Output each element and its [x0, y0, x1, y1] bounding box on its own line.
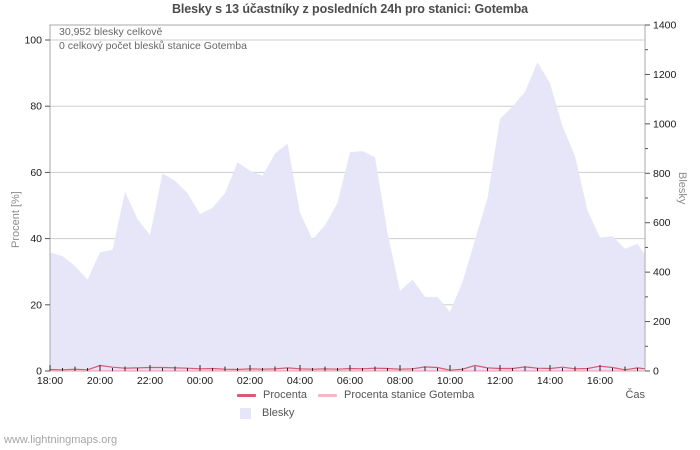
y-right-tick-label: 200 [653, 316, 671, 328]
x-tick-label: 16:00 [587, 375, 613, 387]
y-right-tick-label: 800 [653, 168, 671, 180]
x-tick-label: 02:00 [237, 375, 263, 387]
x-tick-label: 08:00 [387, 375, 413, 387]
y-left-tick-label: 60 [30, 167, 42, 179]
chart-title: Blesky s 13 účastníky z posledních 24h p… [171, 2, 529, 16]
y-left-tick-label: 0 [36, 366, 42, 378]
procenta-line-swatch [237, 393, 256, 397]
watermark-url: www.lightningmaps.org [4, 434, 118, 446]
x-tick-label: 20:00 [87, 375, 113, 387]
legend-label-blesky: Blesky [262, 407, 295, 419]
station-line-swatch [318, 393, 337, 397]
x-tick-label: 12:00 [487, 375, 513, 387]
y-left-tick-label: 40 [30, 233, 42, 245]
y-left-tick-label: 80 [30, 101, 42, 113]
y-right-tick-label: 1400 [653, 20, 677, 32]
y-right-tick-label: 1000 [653, 118, 677, 130]
y-right-tick-label: 0 [653, 366, 659, 378]
y-right-tick-label: 1200 [653, 69, 677, 81]
y-left-tick-label: 100 [24, 35, 42, 47]
area-series-blesky [50, 62, 645, 371]
legend-item-station: Procenta stanice Gotemba [318, 389, 474, 401]
x-tick-label: 18:00 [37, 375, 63, 387]
y-axis-right-ticks: 0 200 400 600 800 1000 1200 1400 [645, 20, 677, 378]
legend-item-procenta: Procenta [237, 389, 307, 401]
annotation-station-strokes: 0 celkový počet blesků stanice Gotemba [59, 40, 247, 52]
x-tick-label: 14:00 [537, 375, 563, 387]
y-right-tick-label: 400 [653, 267, 671, 279]
y-axis-left-ticks: 0 20 40 60 80 100 [24, 35, 50, 378]
legend-label-station: Procenta stanice Gotemba [344, 389, 475, 401]
blesky-area-swatch [240, 407, 251, 419]
legend-label-procenta: Procenta [263, 389, 308, 401]
x-axis-label: Čas [625, 389, 645, 401]
legend-item-blesky: Blesky [237, 407, 294, 419]
y-right-tick-label: 600 [653, 217, 671, 229]
y-left-tick-label: 20 [30, 299, 42, 311]
x-tick-label: 10:00 [437, 375, 463, 387]
x-tick-label: 00:00 [187, 375, 213, 387]
x-tick-label: 04:00 [287, 375, 313, 387]
annotation-total-strokes: 30,952 blesky celkově [59, 26, 163, 38]
x-axis-ticks: 18:00 20:00 22:00 00:00 02:00 04:00 06:00 08:00… [37, 365, 638, 387]
x-tick-label: 06:00 [337, 375, 363, 387]
x-tick-label: 22:00 [137, 375, 163, 387]
